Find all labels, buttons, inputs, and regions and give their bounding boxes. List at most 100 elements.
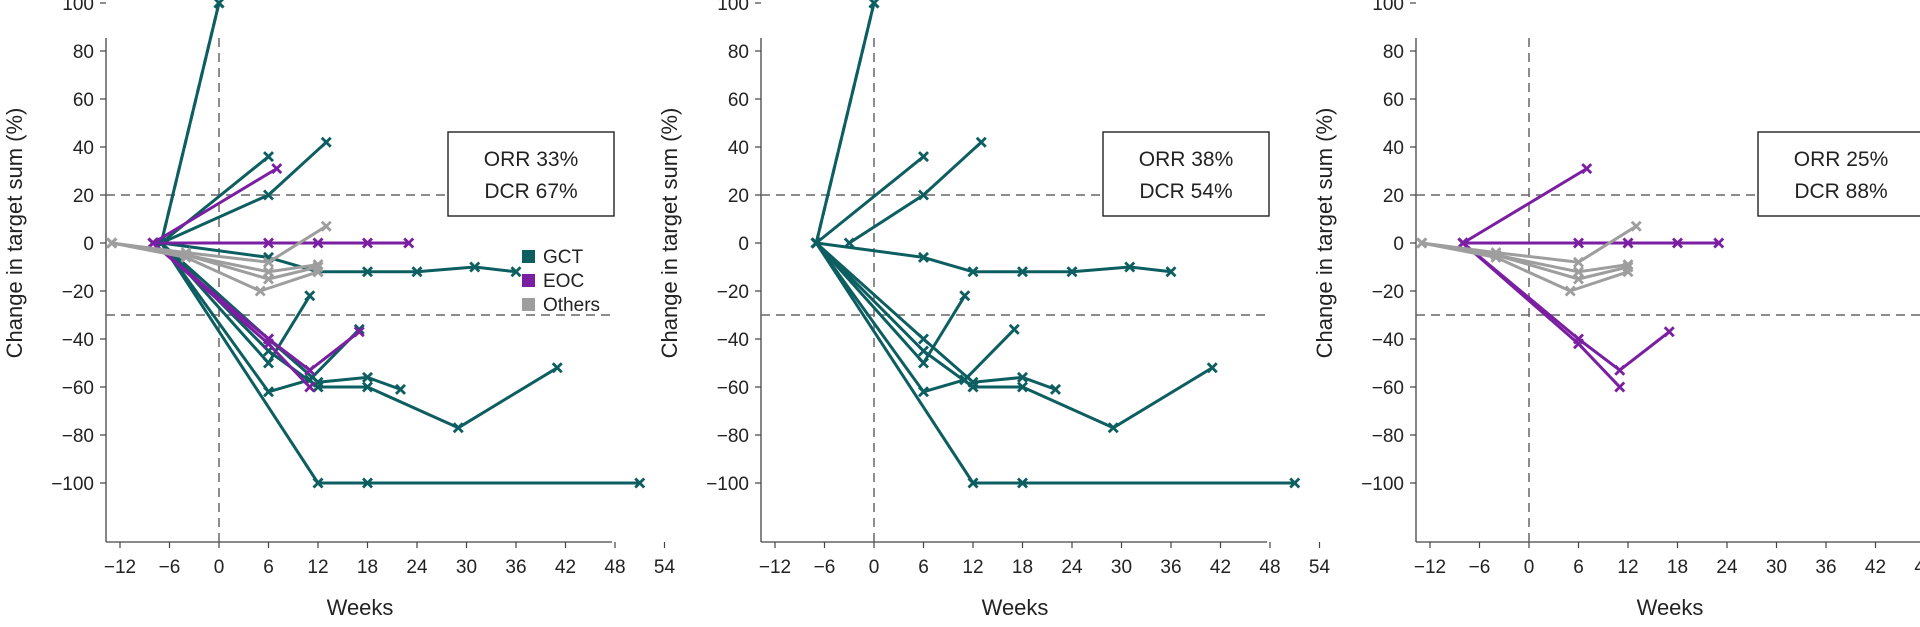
y-tick-label: 0 <box>1393 234 1404 255</box>
data-point-marker <box>918 189 929 201</box>
series-line-gct <box>815 241 1214 430</box>
marker-stroke <box>312 237 324 249</box>
x-tick-label: 24 <box>1061 557 1083 578</box>
series-line-others <box>111 241 319 274</box>
y-tick-label: −80 <box>1372 426 1404 447</box>
data-point-marker <box>1573 237 1584 249</box>
x-tick-label: 12 <box>1617 557 1638 578</box>
marker-stroke <box>312 477 324 489</box>
data-point-marker <box>304 364 316 376</box>
y-tick-label: −40 <box>62 330 94 351</box>
marker-stroke <box>1622 237 1634 249</box>
marker-stroke <box>403 237 415 249</box>
x-tick-label: −6 <box>814 557 836 578</box>
x-tick-label: 48 <box>1259 557 1280 578</box>
legend: GCT EOC Others <box>522 247 600 316</box>
marker-stroke <box>320 136 332 148</box>
data-point-marker <box>1416 237 1428 249</box>
marker-stroke <box>810 237 822 249</box>
marker-stroke <box>1573 237 1584 249</box>
data-point-marker <box>1008 323 1020 335</box>
marker-stroke <box>263 256 274 268</box>
data-point-marker <box>510 266 522 278</box>
y-tick-label: 80 <box>73 42 94 63</box>
marker-stroke <box>510 266 522 278</box>
x-tick-label: 18 <box>1012 557 1033 578</box>
data-point-marker <box>868 0 880 9</box>
marker-stroke <box>362 477 373 489</box>
data-point-marker <box>362 237 373 249</box>
series-line-gct <box>815 155 925 245</box>
marker-stroke <box>1050 383 1061 395</box>
data-point-marker <box>263 256 274 268</box>
x-tick-label: 30 <box>1111 557 1132 578</box>
marker-stroke <box>918 386 929 398</box>
marker-stroke <box>918 251 929 263</box>
marker-stroke <box>959 290 971 302</box>
marker-stroke <box>106 237 118 249</box>
y-tick-label: −100 <box>1361 474 1404 495</box>
y-tick-label: 80 <box>728 42 749 63</box>
series-line-gct <box>816 241 1172 274</box>
marker-stroke <box>263 266 274 278</box>
legend-swatch-eoc <box>522 274 535 287</box>
data-point-marker <box>1017 371 1028 383</box>
x-tick-label: 54 <box>654 557 676 578</box>
y-tick-label: 40 <box>1383 138 1404 159</box>
data-point-marker <box>918 357 929 369</box>
series-line-gct <box>815 242 1016 394</box>
data-point-marker <box>1066 266 1078 278</box>
x-tick-label: 24 <box>1716 557 1738 578</box>
marker-stroke <box>1008 323 1020 335</box>
data-point-marker <box>1614 381 1626 393</box>
marker-stroke <box>213 0 224 9</box>
marker-stroke <box>1206 362 1218 374</box>
y-tick-label: −40 <box>717 330 749 351</box>
data-point-marker <box>959 290 971 302</box>
series-line-eoc <box>152 241 361 372</box>
legend-label: GCT <box>543 247 584 268</box>
marker-stroke <box>263 357 274 369</box>
marker-stroke <box>320 220 332 232</box>
y-axis-label: Change in target sum (%) <box>657 108 682 359</box>
stats-box <box>1102 131 1270 217</box>
data-point-marker <box>1289 477 1301 489</box>
data-point-marker <box>362 381 373 393</box>
data-point-marker <box>1107 422 1119 434</box>
marker-stroke <box>304 290 316 302</box>
data-point-marker <box>312 237 324 249</box>
data-point-marker <box>147 237 159 249</box>
x-tick-label: 36 <box>505 557 526 578</box>
marker-stroke <box>353 326 365 338</box>
data-point-marker <box>469 261 481 273</box>
marker-stroke <box>1713 237 1725 249</box>
data-point-marker <box>1713 237 1725 249</box>
series-line-eoc <box>1462 167 1588 245</box>
data-point-marker <box>1581 163 1593 175</box>
legend-label: EOC <box>543 271 584 292</box>
marker-stroke <box>304 381 316 393</box>
data-point-marker <box>918 333 929 345</box>
data-point-marker <box>810 237 822 249</box>
data-point-marker <box>312 381 324 393</box>
orr-label: ORR 25% <box>1794 148 1889 171</box>
data-point-marker <box>918 345 929 357</box>
data-point-marker <box>1573 338 1584 350</box>
marker-stroke <box>959 374 971 386</box>
marker-stroke <box>918 357 929 369</box>
data-point-marker <box>271 163 283 175</box>
x-tick-label: 48 <box>604 557 625 578</box>
data-point-marker <box>1017 381 1028 393</box>
x-tick-label: −12 <box>759 557 791 578</box>
marker-stroke <box>1672 237 1683 249</box>
data-point-marker <box>1017 477 1028 489</box>
marker-stroke <box>1066 266 1078 278</box>
y-tick-label: −60 <box>62 378 94 399</box>
data-point-marker <box>362 266 373 278</box>
data-point-marker <box>1457 237 1469 249</box>
series-line-gct <box>814 242 1295 485</box>
data-point-marker <box>1622 259 1634 271</box>
y-tick-label: 100 <box>717 0 749 15</box>
marker-stroke <box>1564 285 1576 297</box>
